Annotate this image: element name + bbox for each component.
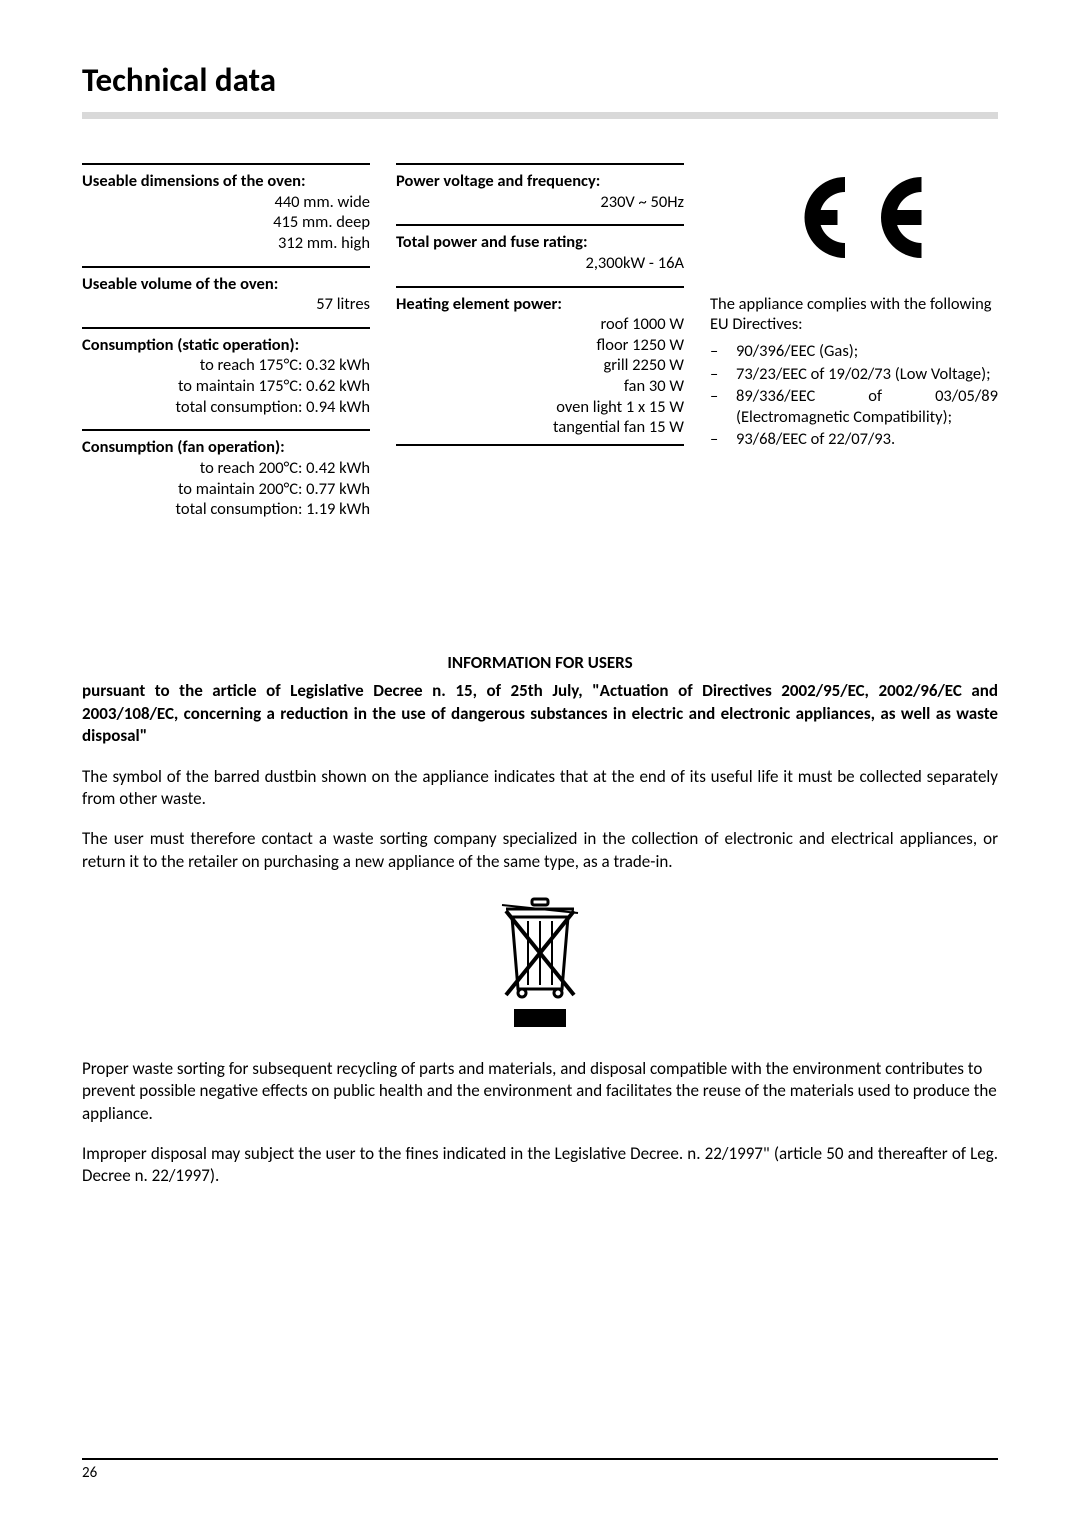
- directive-item: – 89/336/EEC of 03/05/89 (Electromagneti…: [710, 386, 998, 427]
- directive-text: 93/68/EEC of 22/07/93.: [736, 429, 998, 450]
- fuse-value: 2,300kW - 16A: [396, 253, 684, 274]
- footer-rule: [82, 1458, 998, 1460]
- static-line: to reach 175°C: 0.32 kWh: [82, 355, 370, 376]
- directive-item: – 73/23/EEC of 19/02/73 (Low Voltage);: [710, 364, 998, 385]
- info-title: INFORMATION FOR USERS: [82, 652, 998, 674]
- dash-icon: –: [710, 429, 736, 450]
- static-line: to maintain 175°C: 0.62 kWh: [82, 376, 370, 397]
- directives-list: – 90/396/EEC (Gas); – 73/23/EEC of 19/02…: [710, 341, 998, 450]
- ce-mark-icon: [710, 165, 998, 276]
- heat-line: tangential fan 15 W: [396, 417, 684, 438]
- info-p2: The user must therefore contact a waste …: [82, 828, 998, 873]
- title-rule: [82, 112, 998, 119]
- block-static: Consumption (static operation): to reach…: [82, 327, 370, 418]
- static-line: total consumption: 0.94 kWh: [82, 397, 370, 418]
- dash-icon: –: [710, 341, 736, 362]
- page-footer: 26: [82, 1458, 998, 1482]
- dims-line: 440 mm. wide: [82, 192, 370, 213]
- heat-line: fan 30 W: [396, 376, 684, 397]
- page-number: 26: [82, 1464, 998, 1482]
- dash-icon: –: [710, 364, 736, 385]
- d3-a: 89/336/EEC: [736, 386, 815, 407]
- directive-text: 90/396/EEC (Gas);: [736, 341, 998, 362]
- vol-value: 57 litres: [82, 294, 370, 315]
- dims-line: 415 mm. deep: [82, 212, 370, 233]
- col-1: Useable dimensions of the oven: 440 mm. …: [82, 163, 370, 532]
- d3-rest: (Electromagnetic Compatibility);: [736, 407, 998, 428]
- heat-header: Heating element power:: [396, 294, 684, 315]
- directive-item: – 90/396/EEC (Gas);: [710, 341, 998, 362]
- block-power: Power voltage and frequency: 230V ~ 50Hz: [396, 163, 684, 212]
- vol-header: Useable volume of the oven:: [82, 274, 370, 295]
- directives-intro: The appliance complies with the followin…: [710, 294, 998, 335]
- power-header: Power voltage and frequency:: [396, 171, 684, 192]
- block-heating: Heating element power: roof 1000 W floor…: [396, 286, 684, 446]
- heat-line: roof 1000 W: [396, 314, 684, 335]
- dash-icon: –: [710, 386, 736, 427]
- info-p4: Improper disposal may subject the user t…: [82, 1143, 998, 1188]
- block-volume: Useable volume of the oven: 57 litres: [82, 266, 370, 315]
- page-title: Technical data: [82, 60, 998, 100]
- fuse-header: Total power and fuse rating:: [396, 232, 684, 253]
- fan-line: total consumption: 1.19 kWh: [82, 499, 370, 520]
- static-header: Consumption (static operation):: [82, 335, 370, 356]
- info-bold-paragraph: pursuant to the article of Legislative D…: [82, 680, 998, 747]
- spec-columns: Useable dimensions of the oven: 440 mm. …: [82, 163, 998, 532]
- directive-text: 89/336/EEC of 03/05/89 (Electromagnetic …: [736, 386, 998, 427]
- weee-bin-icon: [82, 895, 998, 1039]
- d3-b: of: [868, 386, 882, 407]
- directive-text: 73/23/EEC of 19/02/73 (Low Voltage);: [736, 364, 998, 385]
- d3-c: 03/05/89: [935, 386, 998, 407]
- fan-line: to reach 200°C: 0.42 kWh: [82, 458, 370, 479]
- info-section: INFORMATION FOR USERS pursuant to the ar…: [82, 652, 998, 1188]
- info-p1: The symbol of the barred dustbin shown o…: [82, 766, 998, 811]
- fan-header: Consumption (fan operation):: [82, 437, 370, 458]
- block-fuse: Total power and fuse rating: 2,300kW - 1…: [396, 224, 684, 273]
- heat-line: floor 1250 W: [396, 335, 684, 356]
- dims-header: Useable dimensions of the oven:: [82, 171, 370, 192]
- col-2: Power voltage and frequency: 230V ~ 50Hz…: [396, 163, 684, 532]
- fan-line: to maintain 200°C: 0.77 kWh: [82, 479, 370, 500]
- directive-item: – 93/68/EEC of 22/07/93.: [710, 429, 998, 450]
- dims-line: 312 mm. high: [82, 233, 370, 254]
- col-3: The appliance complies with the followin…: [710, 163, 998, 532]
- heat-line: grill 2250 W: [396, 355, 684, 376]
- power-value: 230V ~ 50Hz: [396, 192, 684, 213]
- block-dimensions: Useable dimensions of the oven: 440 mm. …: [82, 163, 370, 254]
- block-fan: Consumption (fan operation): to reach 20…: [82, 429, 370, 520]
- info-p3: Proper waste sorting for subsequent recy…: [82, 1058, 998, 1125]
- heat-line: oven light 1 x 15 W: [396, 397, 684, 418]
